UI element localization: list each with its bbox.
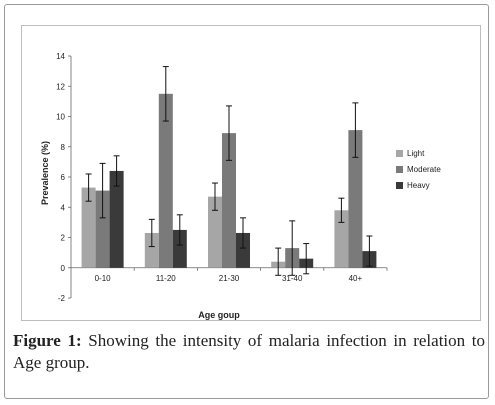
bar-moderate — [348, 130, 363, 268]
y-tick-label: 0 — [61, 264, 66, 273]
x-tick-label: 11-20 — [156, 274, 176, 283]
x-tick-label: 0-10 — [95, 274, 112, 283]
bar-chart: -2 0 2 4 6 8 10 12 14 0-10 11-20 21-30 31-40 40+ Preva… — [40, 52, 441, 320]
y-tick-label: -2 — [58, 294, 66, 303]
legend-swatch-moderate — [396, 166, 403, 173]
bar-light — [144, 232, 159, 268]
bar-moderate — [158, 93, 173, 268]
bar-moderate — [222, 133, 236, 268]
x-tick-label: 40+ — [349, 274, 363, 283]
chart-frame: -2 0 2 4 6 8 10 12 14 0-10 11-20 21-30 31-40 40+ Preva… — [21, 25, 481, 321]
figure-caption: Figure 1: Showing the intensity of malar… — [13, 330, 485, 374]
bar-heavy — [172, 229, 187, 268]
y-axis-title: Prevalence (%) — [40, 141, 50, 205]
bar-heavy — [236, 232, 250, 268]
legend-label-light: Light — [407, 149, 425, 158]
x-tick-label: 31-40 — [282, 274, 303, 283]
caption-text: Showing the intensity of malaria infecti… — [13, 331, 485, 372]
caption-label: Figure 1: — [13, 331, 82, 350]
y-tick-label: 10 — [56, 113, 65, 122]
y-tick-label: 4 — [61, 203, 66, 212]
y-tick-label: 14 — [56, 52, 65, 61]
y-tick-label: 2 — [61, 234, 66, 243]
x-axis-title: Age goup — [198, 310, 240, 320]
bar-moderate — [95, 190, 110, 268]
y-tick-label: 8 — [61, 143, 66, 152]
bar-light — [334, 210, 349, 268]
legend-label-heavy: Heavy — [407, 181, 430, 190]
legend-swatch-light — [396, 150, 403, 157]
bar-heavy — [109, 170, 124, 268]
legend-swatch-heavy — [396, 182, 403, 189]
legend-label-moderate: Moderate — [407, 165, 441, 174]
bar-light — [208, 196, 222, 268]
x-tick-label: 21-30 — [219, 274, 240, 283]
figure-panel: -2 0 2 4 6 8 10 12 14 0-10 11-20 21-30 31-40 40+ Preva… — [4, 4, 489, 399]
y-tick-label: 6 — [61, 173, 66, 182]
bar-light — [81, 187, 96, 268]
y-tick-label: 12 — [56, 82, 65, 91]
